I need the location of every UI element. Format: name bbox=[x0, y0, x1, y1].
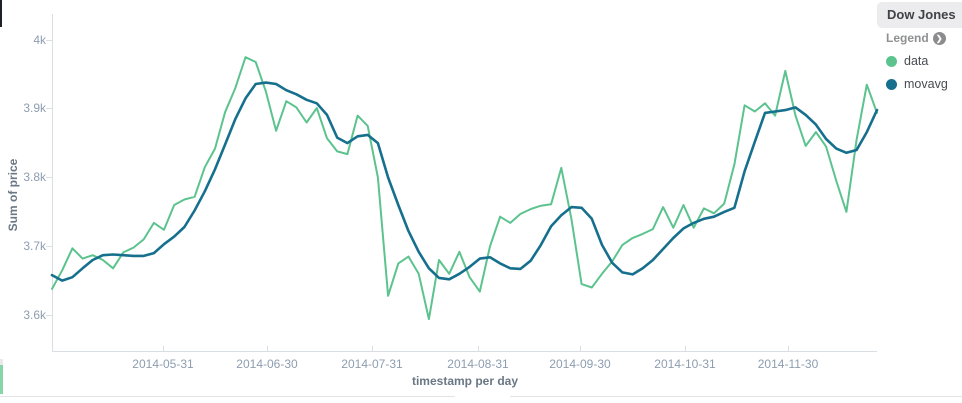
adjacent-panel-edge bbox=[0, 359, 3, 365]
legend-item-label: data bbox=[904, 54, 929, 68]
data-series-color-dot bbox=[886, 55, 897, 67]
x-tick-label: 2014-11-30 bbox=[757, 357, 819, 371]
legend: Legend ❯ data movavg bbox=[884, 31, 962, 91]
legend-item-label: movavg bbox=[904, 77, 948, 91]
y-tick-label: 3.7k bbox=[23, 239, 46, 253]
y-tick-label: 4k bbox=[33, 33, 46, 47]
legend-item-data[interactable]: data bbox=[884, 54, 962, 68]
panel-bottom-border bbox=[510, 396, 962, 397]
legend-collapse-icon: ❯ bbox=[932, 31, 946, 45]
legend-item-movavg[interactable]: movavg bbox=[884, 77, 962, 91]
x-axis-title: timestamp per day bbox=[411, 374, 519, 388]
series-line-data bbox=[51, 56, 878, 321]
x-tick-label: 2014-07-31 bbox=[341, 357, 403, 371]
x-tick-label: 2014-08-31 bbox=[447, 357, 509, 371]
series-lines bbox=[50, 56, 879, 321]
y-tick-label: 3.8k bbox=[23, 170, 46, 184]
panel-bottom-border bbox=[0, 396, 455, 397]
movavg-series-color-dot bbox=[886, 78, 897, 90]
x-tick-label: 2014-10-31 bbox=[654, 357, 716, 371]
y-tick-label: 3.6k bbox=[23, 308, 46, 322]
y-tick-label: 3.9k bbox=[23, 101, 46, 115]
y-tick-marks bbox=[46, 40, 52, 316]
panel-title: Dow Jones bbox=[877, 2, 962, 28]
adjacent-chart-fragment bbox=[0, 365, 3, 394]
legend-heading-label: Legend bbox=[886, 31, 929, 45]
x-tick-label: 2014-05-31 bbox=[132, 357, 194, 371]
x-tick-label: 2014-06-30 bbox=[236, 357, 298, 371]
screen-edge-artifact bbox=[0, 0, 2, 27]
x-tick-marks bbox=[163, 346, 789, 352]
legend-toggle[interactable]: Legend ❯ bbox=[884, 31, 962, 45]
x-tick-label: 2014-09-30 bbox=[549, 357, 611, 371]
series-line-movavg bbox=[50, 81, 879, 282]
